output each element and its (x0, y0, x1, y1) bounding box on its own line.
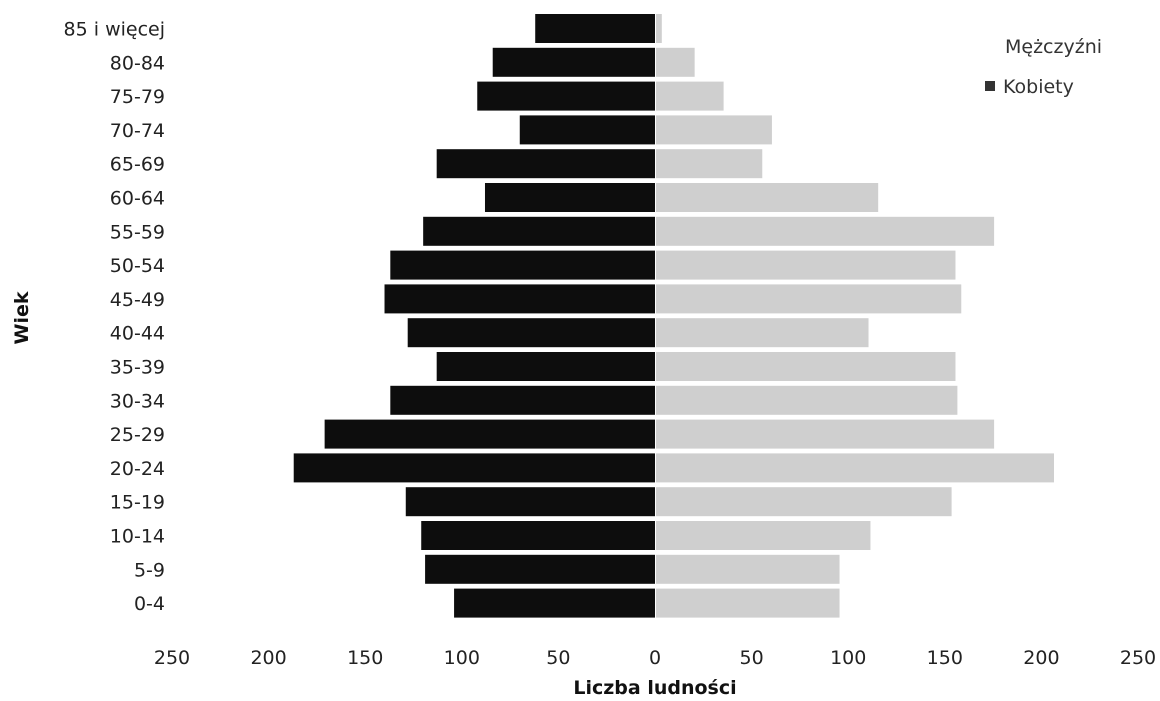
bar-men-17 (454, 588, 655, 618)
bar-women-12 (656, 419, 995, 449)
bar-men-13 (293, 453, 655, 483)
age-tick-label: 25-29 (110, 424, 165, 446)
x-tick-label: 50 (546, 647, 570, 669)
bar-men-8 (384, 284, 655, 314)
legend: Mężczyźni Kobiety (985, 36, 1102, 98)
bar-men-16 (425, 554, 655, 584)
age-tick-label: 10-14 (110, 526, 165, 548)
bars-group (293, 14, 1054, 618)
x-tick-label: 100 (830, 647, 866, 669)
x-tick-label: 200 (250, 647, 286, 669)
age-tick-label: 35-39 (110, 357, 165, 379)
bar-men-3 (519, 115, 655, 145)
bar-women-7 (656, 250, 956, 280)
bar-men-2 (477, 81, 655, 111)
bar-women-16 (656, 554, 840, 584)
bar-men-9 (407, 318, 655, 348)
bar-men-5 (484, 183, 655, 212)
x-tick-labels: 250 200 150 100 50 0 50 100 150 200 250 (154, 647, 1156, 669)
age-tick-label: 70-74 (110, 120, 165, 142)
age-tick-label: 0-4 (134, 593, 165, 615)
bar-men-7 (390, 250, 655, 280)
bar-men-15 (421, 521, 655, 550)
bar-men-14 (405, 487, 655, 517)
age-tick-label: 30-34 (110, 390, 165, 412)
x-tick-label: 250 (154, 647, 190, 669)
bar-women-13 (656, 453, 1054, 483)
bar-women-3 (656, 115, 772, 145)
bar-women-6 (656, 216, 995, 246)
legend-swatch-women (985, 81, 995, 91)
x-tick-label: 50 (740, 647, 764, 669)
bar-women-5 (656, 183, 879, 212)
age-tick-label: 20-24 (110, 458, 165, 480)
bar-men-6 (423, 216, 655, 246)
age-tick-label: 85 i więcej (64, 19, 165, 41)
age-tick-labels: 85 i więcej 80-84 75-79 70-74 65-69 60-64 55-5… (64, 19, 165, 616)
age-tick-label: 65-69 (110, 154, 165, 176)
x-tick-label: 200 (1023, 647, 1059, 669)
age-tick-label: 45-49 (110, 289, 165, 311)
age-tick-label: 15-19 (110, 492, 165, 514)
x-tick-label: 0 (649, 647, 661, 669)
bar-men-4 (436, 149, 655, 179)
bar-women-10 (656, 352, 956, 381)
bar-women-17 (656, 588, 840, 618)
bar-women-1 (656, 47, 695, 77)
x-tick-label: 150 (927, 647, 963, 669)
age-tick-label: 80-84 (110, 52, 165, 74)
bar-women-4 (656, 149, 763, 179)
legend-label-men: Mężczyźni (1005, 36, 1102, 58)
bar-women-8 (656, 284, 962, 314)
age-tick-label: 40-44 (110, 323, 165, 345)
bar-men-10 (436, 352, 655, 381)
age-tick-label: 55-59 (110, 221, 165, 243)
bar-men-11 (390, 385, 655, 415)
age-tick-label: 5-9 (134, 559, 165, 581)
bar-women-0 (656, 14, 662, 43)
x-axis-title: Liczba ludności (573, 677, 736, 699)
bar-women-2 (656, 81, 724, 111)
age-tick-label: 75-79 (110, 86, 165, 108)
x-tick-label: 150 (347, 647, 383, 669)
age-tick-label: 60-64 (110, 188, 165, 210)
x-tick-label: 100 (444, 647, 480, 669)
age-tick-label: 50-54 (110, 255, 165, 277)
bar-women-15 (656, 521, 871, 550)
y-axis-title: Wiek (11, 291, 33, 344)
bar-men-0 (535, 14, 655, 43)
bar-men-12 (324, 419, 655, 449)
bar-women-9 (656, 318, 869, 348)
bar-women-14 (656, 487, 952, 517)
x-tick-label: 250 (1120, 647, 1156, 669)
bar-women-11 (656, 385, 958, 415)
bar-men-1 (492, 47, 655, 77)
legend-label-women: Kobiety (1003, 76, 1074, 98)
